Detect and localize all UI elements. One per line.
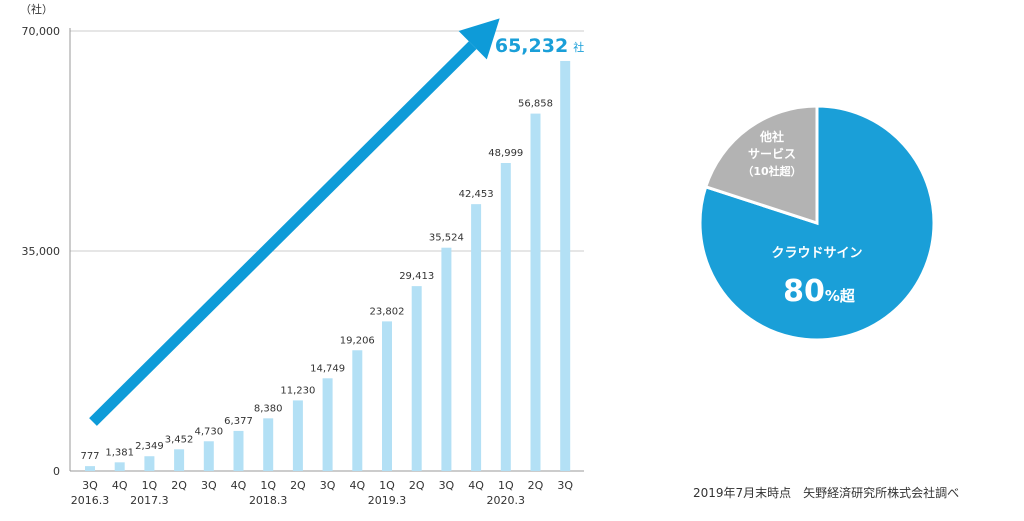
x-year-label: 2016.3 bbox=[71, 494, 110, 507]
bar bbox=[114, 462, 125, 471]
highlight-unit-label: 社 bbox=[573, 40, 584, 54]
bar bbox=[382, 321, 392, 471]
bar bbox=[174, 449, 185, 471]
bar-value-label: 56,858 bbox=[518, 99, 553, 110]
y-tick-label: 0 bbox=[53, 465, 60, 478]
bar-value-label: 2,349 bbox=[135, 441, 164, 452]
bar-value-label: 1,381 bbox=[105, 447, 134, 458]
bar bbox=[322, 378, 333, 471]
y-axis-unit: （社） bbox=[20, 2, 53, 16]
bar-value-label: 29,413 bbox=[399, 271, 434, 282]
growth-arrow-shaft bbox=[89, 41, 477, 426]
x-tick-label: 1Q bbox=[379, 479, 395, 492]
bar-value-label: 777 bbox=[80, 451, 99, 462]
x-tick-label: 2Q bbox=[171, 479, 187, 492]
bar bbox=[292, 400, 303, 471]
bar-value-label: 19,206 bbox=[340, 335, 375, 346]
x-tick-label: 2Q bbox=[528, 479, 544, 492]
pie-percent-suffix: %超 bbox=[825, 287, 856, 305]
bar-value-label: 11,230 bbox=[280, 385, 315, 396]
bar bbox=[560, 60, 571, 472]
x-year-label: 2019.3 bbox=[368, 494, 407, 507]
y-tick-label: 70,000 bbox=[22, 25, 61, 38]
x-tick-label: 2Q bbox=[409, 479, 425, 492]
x-tick-label: 3Q bbox=[557, 479, 573, 492]
bar bbox=[144, 456, 155, 471]
pie-percent-number: 80 bbox=[783, 274, 825, 309]
x-year-label: 2020.3 bbox=[487, 494, 526, 507]
pie-label-other: サービス bbox=[748, 146, 796, 161]
bar bbox=[263, 418, 274, 471]
x-year-label: 2017.3 bbox=[130, 494, 169, 507]
bar-value-label: 6,377 bbox=[224, 416, 253, 427]
x-tick-label: 1Q bbox=[142, 479, 158, 492]
bar-value-label: 35,524 bbox=[429, 233, 464, 244]
x-tick-label: 1Q bbox=[260, 479, 276, 492]
x-tick-label: 2Q bbox=[290, 479, 306, 492]
bar bbox=[500, 163, 511, 471]
highlight-value-label: 65,232 bbox=[495, 35, 568, 57]
bar-value-label: 14,749 bbox=[310, 363, 345, 374]
bar bbox=[530, 113, 541, 471]
bar-value-label: 42,453 bbox=[459, 189, 494, 200]
x-tick-label: 3Q bbox=[439, 479, 455, 492]
pie-slice bbox=[703, 104, 819, 226]
bar bbox=[471, 204, 482, 471]
source-footnote: 2019年7月末時点 矢野経済研究所株式会社調べ bbox=[693, 486, 960, 500]
growth-arrow-head bbox=[458, 18, 500, 60]
x-tick-label: 3Q bbox=[320, 479, 336, 492]
bar-value-label: 4,730 bbox=[194, 426, 223, 437]
y-tick-label: 35,000 bbox=[22, 245, 61, 258]
bar bbox=[411, 286, 422, 471]
pie-slice bbox=[698, 104, 936, 342]
pie-percent-label: 80%超 bbox=[783, 274, 856, 309]
bar bbox=[441, 247, 452, 471]
bar bbox=[233, 430, 244, 471]
bar bbox=[203, 441, 214, 471]
x-tick-label: 1Q bbox=[498, 479, 514, 492]
x-tick-label: 4Q bbox=[349, 479, 365, 492]
bar-value-label: 23,802 bbox=[370, 306, 405, 317]
x-tick-label: 3Q bbox=[201, 479, 217, 492]
x-tick-label: 4Q bbox=[468, 479, 484, 492]
x-tick-label: 4Q bbox=[231, 479, 247, 492]
pie-label-other: 他社 bbox=[759, 129, 784, 144]
bar bbox=[352, 350, 363, 471]
bar-value-label: 3,452 bbox=[165, 434, 194, 445]
bar-value-label: 48,999 bbox=[488, 148, 523, 159]
bar-value-label: 8,380 bbox=[254, 403, 283, 414]
x-tick-label: 4Q bbox=[112, 479, 128, 492]
pie-label-main: クラウドサイン bbox=[771, 246, 862, 261]
bar-chart: （社） 0 35,000 70,000 777 3Q 1,381 4Q 2,349 1Q 3,452… bbox=[20, 2, 584, 507]
x-tick-label: 3Q bbox=[82, 479, 98, 492]
x-year-label: 2018.3 bbox=[249, 494, 288, 507]
bar bbox=[85, 466, 95, 471]
pie-label-other: （10社超） bbox=[742, 164, 801, 178]
